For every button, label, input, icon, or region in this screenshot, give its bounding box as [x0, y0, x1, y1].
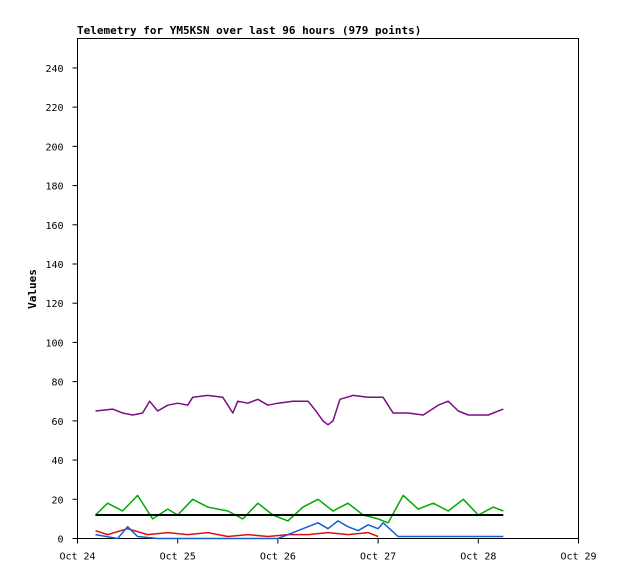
- x-tick-label: Oct 26: [260, 552, 296, 563]
- y-tick-label: 200: [45, 142, 63, 153]
- y-axis-label: Values: [26, 269, 39, 309]
- y-tick-label: 120: [45, 299, 63, 310]
- x-tick-label: Oct 24: [59, 552, 95, 563]
- x-tick-label: Oct 29: [560, 552, 596, 563]
- series-layer: [94, 394, 504, 540]
- y-tick-label: 140: [45, 260, 63, 271]
- series-line-2: [94, 494, 504, 524]
- y-tick-label: 60: [51, 417, 63, 428]
- y-tick-label: 180: [45, 182, 63, 193]
- y-tick-label: 160: [45, 221, 63, 232]
- series-line-3: [95, 527, 379, 538]
- y-tick-label: 240: [45, 64, 63, 75]
- series-line-1: [95, 394, 504, 426]
- y-tick-label: 20: [51, 495, 63, 506]
- y-tick-label: 0: [57, 535, 63, 546]
- y-axis: 0 20 40 60 80 100 120 140 160 180 200 220 240: [45, 64, 78, 546]
- y-tick-label: 40: [51, 456, 63, 467]
- y-tick-label: 220: [45, 103, 63, 114]
- y-tick-label: 100: [45, 338, 63, 349]
- plot-area-frame: [77, 38, 579, 539]
- chart-title: Telemetry for YM5KSN over last 96 hours …: [77, 24, 421, 37]
- x-tick-label: Oct 25: [160, 552, 196, 563]
- x-tick-label: Oct 27: [360, 552, 396, 563]
- y-tick-label: 80: [51, 378, 63, 389]
- series-line-4: [95, 520, 504, 540]
- x-axis: Oct 24 Oct 25 Oct 26 Oct 27 Oct 28 Oct 29: [59, 538, 597, 563]
- x-tick-label: Oct 28: [460, 552, 496, 563]
